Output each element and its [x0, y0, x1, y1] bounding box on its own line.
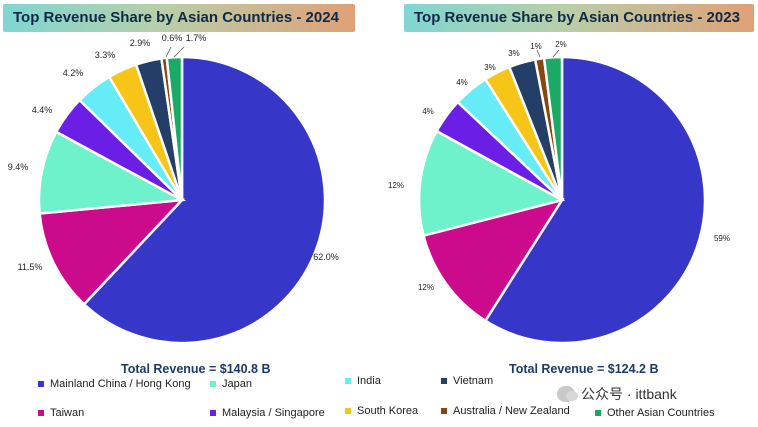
legend-swatch [441, 378, 447, 384]
chart-title-2023: Top Revenue Share by Asian Countries - 2… [404, 4, 754, 32]
chat-bubble-icon [557, 386, 578, 402]
pie-slice-taiwan [38, 198, 186, 307]
legend-label: India [357, 375, 381, 387]
legend-item: Japan [210, 378, 252, 390]
legend-swatch [38, 410, 44, 416]
pie-slice-mainland-china-hong-kong [483, 55, 707, 345]
data-label: 3% [508, 49, 520, 58]
data-label: 62.0% [313, 252, 339, 262]
data-label: 4.2% [63, 68, 84, 78]
total-revenue-2023: Total Revenue = $124.2 B [509, 362, 659, 376]
pie-slice-other-asian-countries [542, 55, 564, 201]
legend-label: Taiwan [50, 407, 85, 419]
data-label: 59% [714, 234, 730, 243]
pie-slice-other-asian-countries [165, 55, 184, 201]
legend-label: South Korea [357, 405, 419, 417]
watermark: 公众号 · ittbank [557, 384, 677, 404]
legend-item: Other Asian Countries [595, 407, 715, 419]
legend-swatch [595, 410, 601, 416]
pie-slice-japan [417, 129, 566, 238]
leader-line [552, 49, 560, 58]
leader-line [536, 49, 541, 58]
pie-slice-japan [37, 130, 187, 215]
data-label: 2% [555, 40, 567, 49]
chart-title-2024: Top Revenue Share by Asian Countries - 2… [3, 4, 355, 32]
leader-line [165, 46, 172, 58]
data-label: 0.6% [162, 33, 183, 43]
data-label: 11.5% [18, 262, 43, 272]
legend-label: Malaysia / Singapore [222, 407, 325, 419]
leader-line [173, 46, 185, 58]
legend-item: Australia / New Zealand [441, 405, 570, 417]
data-label: 1.7% [186, 33, 207, 43]
legend-swatch [210, 381, 216, 387]
pie-slice-mainland-china-hong-kong [82, 55, 327, 345]
legend-swatch [210, 410, 216, 416]
legend-swatch [345, 378, 351, 384]
legend-label: Vietnam [453, 375, 494, 387]
data-label: 4% [422, 107, 434, 116]
total-revenue-2024: Total Revenue = $140.8 B [121, 362, 271, 376]
legend-item: South Korea [345, 405, 418, 417]
pie-slice-taiwan [421, 198, 565, 323]
legend-label: Japan [222, 378, 252, 390]
legend-swatch [441, 408, 447, 414]
data-label: 3% [484, 63, 496, 72]
watermark-text: 公众号 · ittbank [581, 386, 677, 402]
legend-item: Taiwan [38, 407, 84, 419]
legend-item: Mainland China / Hong Kong [38, 378, 191, 390]
legend-swatch [38, 381, 44, 387]
legend-label: Australia / New Zealand [453, 405, 570, 417]
legend-item: Vietnam [441, 375, 493, 387]
data-label: 4% [456, 78, 468, 87]
data-label: 12% [388, 181, 404, 190]
data-label: 12% [418, 283, 434, 292]
data-label: 2.9% [130, 38, 151, 48]
legend-swatch [345, 408, 351, 414]
legend-label: Mainland China / Hong Kong [50, 378, 191, 390]
data-label: 3.3% [95, 50, 116, 60]
legend-item: Malaysia / Singapore [210, 407, 325, 419]
data-label: 4.4% [32, 105, 53, 115]
data-label: 1% [530, 42, 542, 51]
data-label: 9.4% [8, 162, 29, 172]
legend-label: Other Asian Countries [607, 407, 715, 419]
legend-item: India [345, 375, 381, 387]
